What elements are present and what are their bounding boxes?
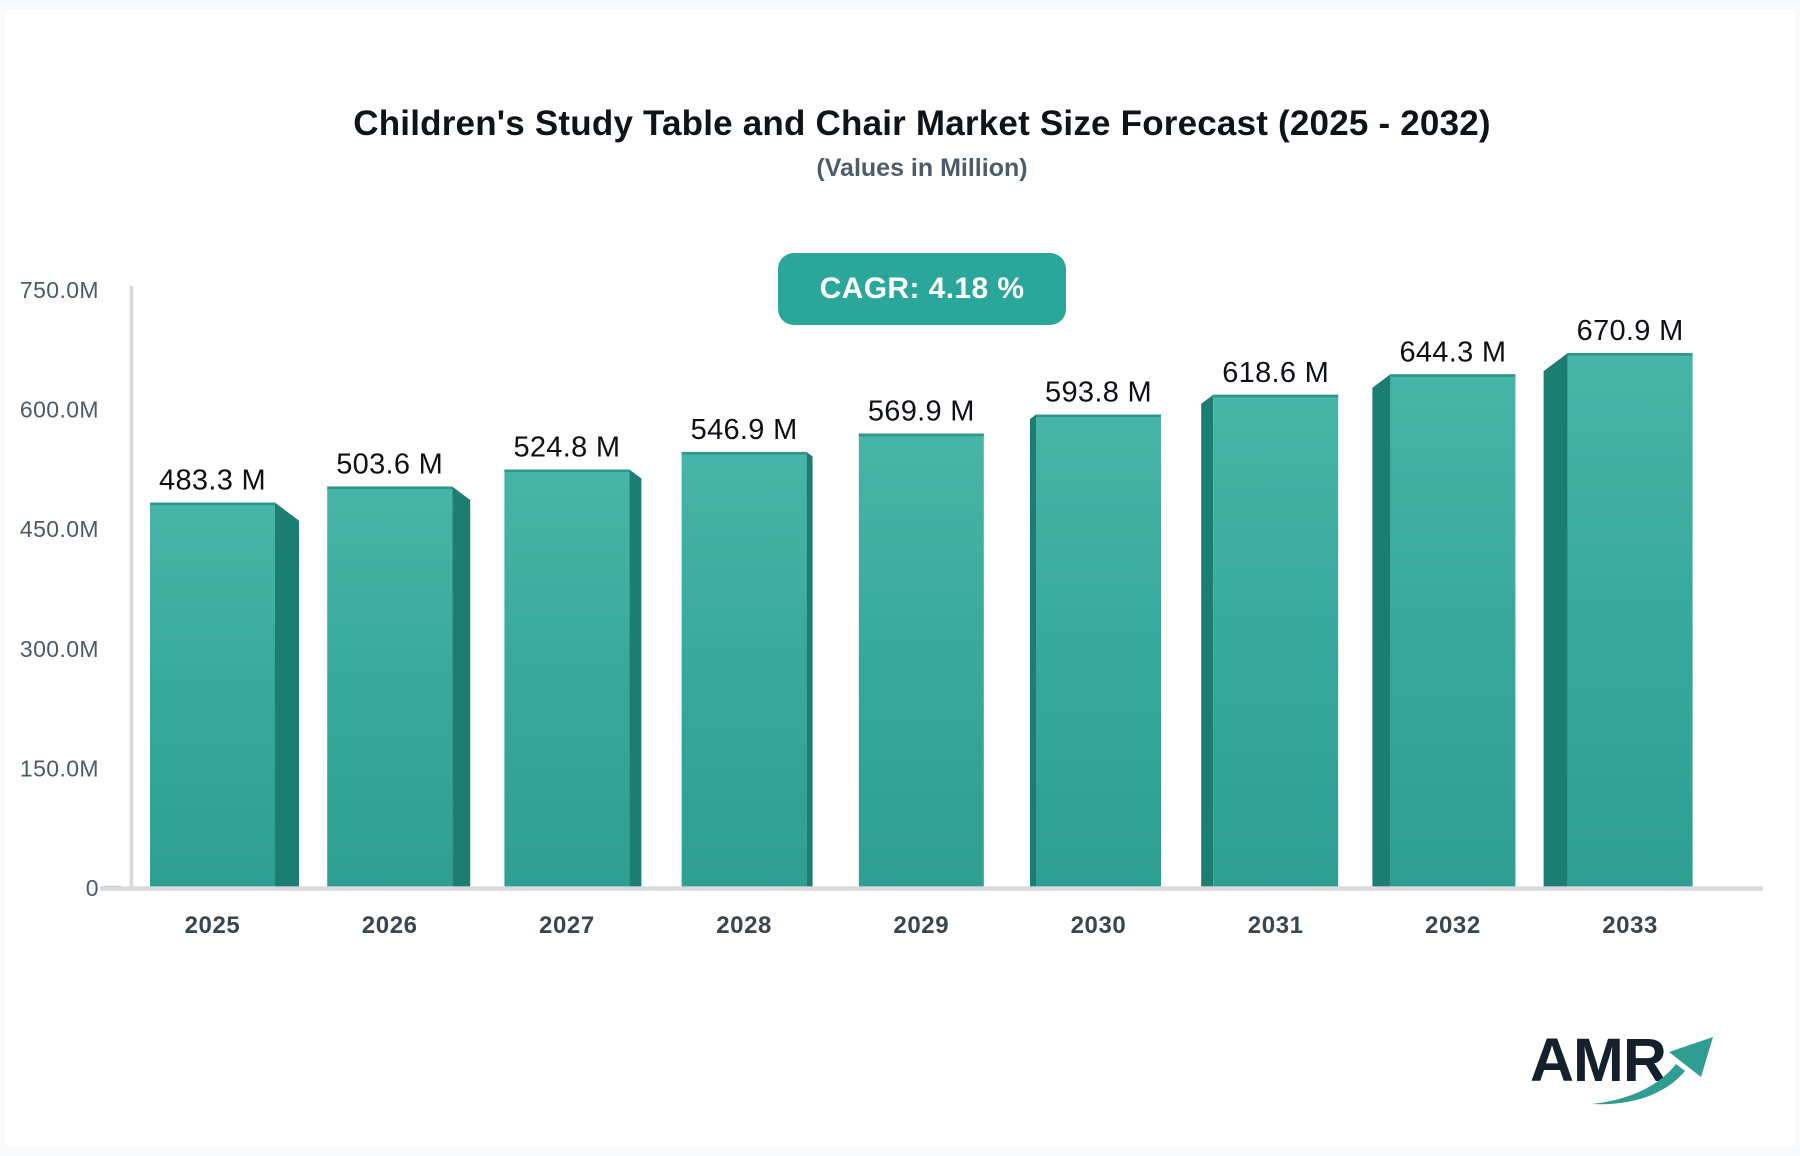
bar-2026[interactable] — [327, 486, 453, 888]
cagr-badge: CAGR: 4.18 % — [777, 253, 1067, 325]
bar-2025[interactable] — [150, 502, 275, 888]
bar-value-label: 670.9 M — [1577, 315, 1684, 347]
bar-value-label: 546.9 M — [691, 414, 798, 446]
x-axis-label-2026: 2026 — [362, 912, 418, 939]
x-axis-line — [100, 886, 1763, 891]
bar-side-face-2031 — [1201, 394, 1214, 888]
x-axis-label-2028: 2028 — [716, 912, 772, 939]
bar-side-face-2025 — [275, 502, 299, 888]
x-axis-label-2031: 2031 — [1248, 912, 1304, 939]
amr-logo: AMR — [1524, 1028, 1734, 1123]
cagr-badge-wrap: CAGR: 4.18 % — [44, 253, 1800, 325]
bar-2033[interactable] — [1567, 353, 1693, 888]
bar-top-edge — [327, 486, 453, 490]
bar-2029[interactable] — [858, 433, 984, 888]
bar-top-edge — [858, 433, 984, 437]
bar-side-face-2032 — [1372, 374, 1391, 888]
bar-value-label: 483.3 M — [159, 465, 266, 497]
bar-side-face-2028 — [806, 451, 813, 888]
bar-top-edge — [681, 451, 807, 455]
bar-top-edge — [504, 469, 630, 473]
bar-value-label: 618.6 M — [1222, 357, 1329, 389]
x-axis-label-2029: 2029 — [893, 912, 949, 939]
bar-top-edge — [1390, 374, 1516, 377]
x-axis-label-2030: 2030 — [1071, 912, 1127, 939]
bar-value-label: 644.3 M — [1399, 336, 1506, 368]
bar-side-face-2027 — [629, 469, 642, 888]
bar-2027[interactable] — [504, 469, 630, 888]
bar-top-edge — [1567, 353, 1693, 356]
bar-side-face-2033 — [1543, 353, 1568, 888]
x-axis-label-2033: 2033 — [1602, 912, 1658, 939]
bar-2030[interactable] — [1036, 414, 1161, 888]
y-tick-label: 750.0M — [20, 277, 99, 303]
bar-side-face-2030 — [1030, 414, 1036, 888]
y-tick-label: 150.0M — [20, 755, 99, 781]
bar-value-label: 503.6 M — [336, 448, 443, 480]
bar-2032[interactable] — [1390, 374, 1516, 888]
y-axis-line — [129, 286, 134, 888]
x-axis-label-2025: 2025 — [185, 912, 241, 939]
y-tick-label: 450.0M — [20, 516, 99, 542]
growth-arrow-icon — [1592, 1037, 1713, 1105]
y-tick-label: 300.0M — [20, 636, 99, 662]
bar-top-edge — [150, 502, 275, 506]
bar-value-label: 569.9 M — [868, 396, 975, 428]
bar-top-edge — [1036, 414, 1161, 418]
bar-value-label: 524.8 M — [513, 432, 620, 464]
x-axis-label-2032: 2032 — [1425, 912, 1481, 939]
bar-top-edge — [1213, 394, 1339, 398]
bar-side-face-2026 — [452, 486, 471, 888]
amr-logo-text: AMR — [1530, 1026, 1667, 1094]
bar-2031[interactable] — [1213, 394, 1339, 888]
x-axis-label-2027: 2027 — [539, 912, 595, 939]
bar-value-label: 593.8 M — [1045, 377, 1152, 409]
y-tick-label: 0 — [86, 875, 99, 901]
chart-subtitle: (Values in Million) — [816, 154, 1028, 182]
chart-title: Children's Study Table and Chair Market … — [353, 104, 1491, 143]
y-tick-label: 600.0M — [20, 397, 99, 423]
bar-2028[interactable] — [681, 451, 807, 888]
